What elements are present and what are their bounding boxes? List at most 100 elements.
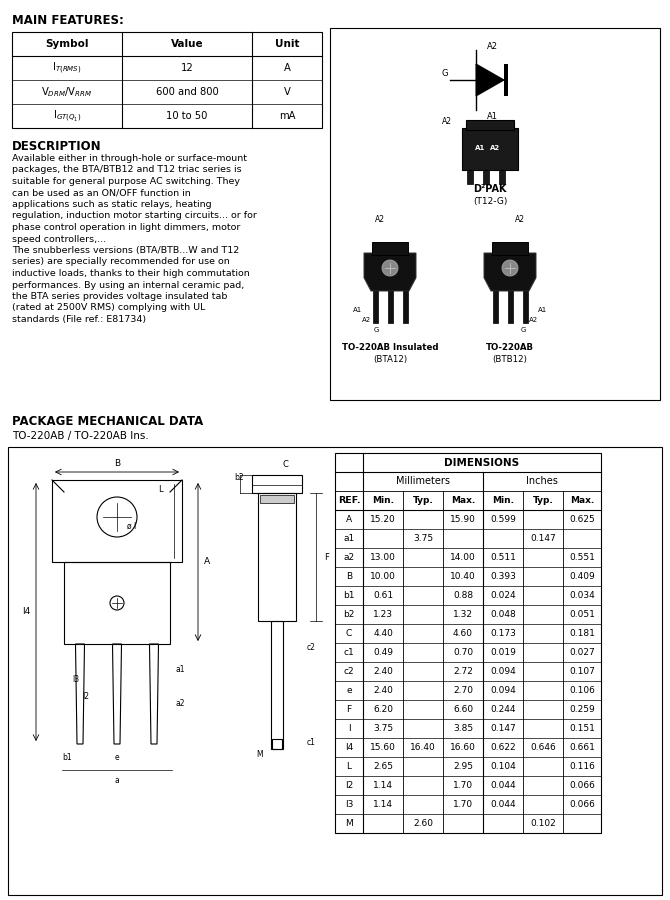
Bar	[260, 495, 294, 503]
Text: (BTB12): (BTB12)	[492, 355, 527, 364]
Text: 1.23: 1.23	[373, 610, 393, 619]
Text: 0.151: 0.151	[569, 724, 595, 733]
Text: l4: l4	[345, 743, 353, 752]
Text: l3: l3	[72, 675, 79, 684]
Text: A2: A2	[515, 215, 525, 224]
Text: 13.00: 13.00	[370, 553, 396, 562]
Text: a: a	[115, 776, 119, 785]
Circle shape	[382, 260, 398, 276]
Text: I$_{T(RMS)}$: I$_{T(RMS)}$	[52, 60, 82, 76]
Text: 0.044: 0.044	[490, 800, 516, 809]
Text: 0.106: 0.106	[569, 686, 595, 695]
Text: I$_{GT (Q_1)}$: I$_{GT (Q_1)}$	[53, 108, 81, 123]
Text: c1: c1	[307, 738, 316, 747]
Text: phase control operation in light dimmers, motor: phase control operation in light dimmers…	[12, 223, 241, 232]
Text: G: G	[521, 327, 527, 333]
Text: V: V	[283, 87, 290, 97]
Bar	[8, 447, 662, 895]
Text: 0.625: 0.625	[569, 515, 595, 524]
Text: a2: a2	[176, 699, 186, 708]
Text: F: F	[324, 553, 329, 562]
Text: series) are specially recommended for use on: series) are specially recommended for us…	[12, 257, 230, 266]
Text: l3: l3	[345, 800, 353, 809]
Text: 0.048: 0.048	[490, 610, 516, 619]
Text: A: A	[204, 557, 210, 566]
Text: L: L	[157, 485, 162, 494]
Text: 2.70: 2.70	[453, 686, 473, 695]
Text: 0.259: 0.259	[569, 705, 595, 714]
Text: B: B	[346, 572, 352, 581]
Text: 600 and 800: 600 and 800	[155, 87, 218, 97]
Text: 3.85: 3.85	[453, 724, 473, 733]
Text: 0.511: 0.511	[490, 553, 516, 562]
Text: 3.75: 3.75	[373, 724, 393, 733]
Text: 0.094: 0.094	[490, 686, 516, 695]
Text: 0.102: 0.102	[530, 819, 556, 828]
Bar	[12, 32, 322, 128]
Text: A2: A2	[486, 42, 498, 51]
Text: 2.60: 2.60	[413, 819, 433, 828]
Text: standards (File ref.: E81734): standards (File ref.: E81734)	[12, 315, 146, 324]
Text: 0.027: 0.027	[569, 648, 595, 657]
Text: A2: A2	[490, 145, 500, 151]
Bar	[507, 291, 513, 323]
Text: 0.044: 0.044	[490, 781, 516, 790]
Text: A1: A1	[538, 307, 547, 313]
Text: 1.14: 1.14	[373, 800, 393, 809]
Text: C: C	[346, 629, 352, 638]
Polygon shape	[364, 253, 416, 291]
Text: A2: A2	[442, 117, 452, 126]
Text: A: A	[283, 63, 290, 73]
Text: regulation, induction motor starting circuits... or for: regulation, induction motor starting cir…	[12, 212, 257, 220]
Text: 10 to 50: 10 to 50	[166, 111, 208, 121]
Text: ø l: ø l	[127, 522, 136, 531]
Text: 0.181: 0.181	[569, 629, 595, 638]
Text: Typ.: Typ.	[413, 496, 433, 505]
Bar	[272, 739, 282, 749]
Text: 0.244: 0.244	[490, 705, 516, 714]
Text: 4.40: 4.40	[373, 629, 393, 638]
Text: applications such as static relays, heating: applications such as static relays, heat…	[12, 200, 212, 209]
Text: Max.: Max.	[570, 496, 594, 505]
Text: b2: b2	[234, 473, 244, 482]
Polygon shape	[476, 64, 504, 96]
Text: e: e	[346, 686, 352, 695]
Text: Min.: Min.	[372, 496, 394, 505]
Text: performances. By using an internal ceramic pad,: performances. By using an internal ceram…	[12, 281, 245, 290]
Text: L: L	[346, 762, 352, 771]
Bar	[523, 291, 527, 323]
Text: Min.: Min.	[492, 496, 514, 505]
Text: TO-220AB / TO-220AB Ins.: TO-220AB / TO-220AB Ins.	[12, 431, 149, 441]
Text: 3.75: 3.75	[413, 534, 433, 543]
Text: G: G	[374, 327, 379, 333]
Text: 0.104: 0.104	[490, 762, 516, 771]
Text: 0.024: 0.024	[490, 591, 516, 600]
Text: MAIN FEATURES:: MAIN FEATURES:	[12, 14, 124, 27]
Text: 0.646: 0.646	[530, 743, 556, 752]
Text: 0.116: 0.116	[569, 762, 595, 771]
Text: DIMENSIONS: DIMENSIONS	[444, 457, 519, 467]
Text: a1: a1	[343, 534, 354, 543]
Polygon shape	[484, 253, 536, 291]
Text: c2: c2	[344, 667, 354, 676]
Text: C: C	[282, 460, 288, 469]
Text: 0.107: 0.107	[569, 667, 595, 676]
Bar	[387, 291, 393, 323]
Text: A1: A1	[352, 307, 362, 313]
Text: speed controllers,...: speed controllers,...	[12, 235, 106, 244]
Text: TO-220AB Insulated: TO-220AB Insulated	[342, 343, 438, 352]
Bar	[252, 475, 302, 493]
Text: the BTA series provides voltage insulated tab: the BTA series provides voltage insulate…	[12, 292, 227, 301]
Text: Typ.: Typ.	[533, 496, 553, 505]
Text: 0.034: 0.034	[569, 591, 595, 600]
Text: Value: Value	[171, 39, 203, 49]
Text: B: B	[114, 459, 120, 468]
Text: 2.72: 2.72	[453, 667, 473, 676]
Text: suitable for general purpose AC switching. They: suitable for general purpose AC switchin…	[12, 177, 240, 186]
Text: 15.20: 15.20	[370, 515, 396, 524]
Text: A2: A2	[362, 317, 371, 323]
Text: 14.00: 14.00	[450, 553, 476, 562]
Text: (rated at 2500V RMS) complying with UL: (rated at 2500V RMS) complying with UL	[12, 303, 206, 312]
Text: 10.00: 10.00	[370, 572, 396, 581]
Text: 0.599: 0.599	[490, 515, 516, 524]
